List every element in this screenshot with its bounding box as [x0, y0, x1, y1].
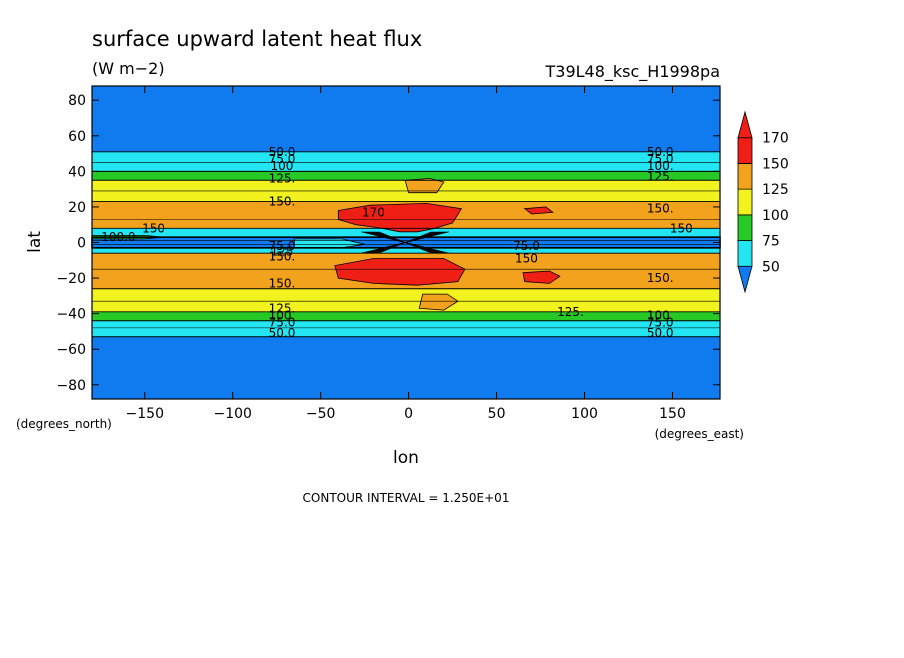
- y-tick-label: 0: [77, 236, 86, 252]
- contour-label: 50.0: [647, 145, 674, 159]
- y-units-label: (degrees_north): [16, 417, 112, 431]
- contour-label: 150: [670, 221, 693, 235]
- red-core-north: [337, 202, 463, 233]
- contour-label: 150.: [269, 195, 296, 209]
- colorbar-label: 50: [762, 259, 780, 275]
- contour-label: 125: [271, 244, 294, 258]
- colorbar-segment: [737, 188, 753, 216]
- chart-title: surface upward latent heat flux: [92, 27, 422, 51]
- contour-label: 75.0: [513, 239, 540, 253]
- colorbar-segment: [737, 265, 753, 294]
- y-tick-label: 80: [68, 93, 86, 109]
- contour-label: 125.: [269, 301, 296, 315]
- colorbar-segment: [737, 163, 753, 190]
- band-2: [92, 311, 720, 321]
- contour-label: 50.0: [269, 326, 296, 340]
- x-tick-label: 100: [571, 406, 598, 422]
- colorbar-label: 125: [762, 182, 789, 198]
- contour-interval: CONTOUR INTERVAL = 1.250E+01: [303, 491, 510, 505]
- colorbar-segment: [737, 110, 753, 139]
- x-tick-label: 0: [404, 406, 413, 422]
- contour-label: 125.: [647, 170, 674, 184]
- axis-ticks: −150 −100 −50 0 50 100 150 80 60 40 20 0 −20 −40 −60 −8…: [56, 86, 720, 422]
- y-tick-label: −20: [56, 271, 86, 287]
- contour-label: 75.0: [269, 316, 296, 330]
- contour-label: 75.0: [647, 152, 674, 166]
- cyan-wedge-west: [293, 238, 365, 249]
- contour-lines: [91, 151, 721, 338]
- contour-line: [378, 231, 432, 254]
- y-tick-label: −80: [56, 378, 86, 394]
- y-axis-label: lat: [25, 231, 45, 253]
- colorbar-label: 100: [762, 208, 789, 224]
- colorbar-segment: [737, 240, 753, 267]
- contour-label: 150: [515, 252, 538, 266]
- x-tick-label: −150: [126, 406, 164, 422]
- colorbar-label: 170: [762, 131, 789, 147]
- y-tick-label: −60: [56, 342, 86, 358]
- contour-label: 150.: [269, 250, 296, 264]
- contour-label: 75.0: [269, 239, 296, 253]
- contour-label: 125.: [269, 171, 296, 185]
- contour-label: 100.: [269, 308, 296, 322]
- colorbar-label: 150: [762, 156, 789, 172]
- contour-label: 170: [362, 205, 385, 219]
- x-axis-label: lon: [393, 448, 419, 468]
- colorbar-segment: [737, 137, 753, 164]
- red-spot-north-east: [523, 206, 554, 215]
- contour-labels: 50.075.0100125.150.170150100.075.0125150…: [101, 145, 693, 340]
- red-spot-south-east: [522, 270, 561, 284]
- x-units-label: (degrees_east): [655, 427, 744, 441]
- run-label: T39L48_ksc_H1998pa: [544, 62, 720, 82]
- contour-label: 125.: [557, 305, 584, 319]
- contour-label: 50.0: [269, 145, 296, 159]
- x-tick-label: 150: [659, 406, 686, 422]
- contour-label: 75.0: [647, 316, 674, 330]
- band-7: [92, 228, 720, 238]
- colorbar: 50 75 100 125 150 170: [737, 110, 789, 294]
- band-11: [92, 151, 720, 172]
- orange-blob-south: [418, 293, 459, 311]
- colorbar-segment: [737, 214, 753, 241]
- contour-label: 150.: [647, 271, 674, 285]
- contour-label: 150.: [647, 202, 674, 216]
- x-tick-label: −50: [306, 406, 336, 422]
- y-tick-label: −40: [56, 307, 86, 323]
- band-0: [92, 336, 720, 399]
- band-10: [92, 171, 720, 181]
- band-5: [92, 247, 720, 254]
- contour-label: 100.: [647, 308, 674, 322]
- red-core-south: [334, 258, 466, 286]
- chart-units: (W m−2): [92, 59, 165, 78]
- contour-label: 100: [271, 159, 294, 173]
- contour-label: 50.0: [647, 326, 674, 340]
- band-3: [92, 288, 720, 312]
- contour-label: 75.0: [269, 152, 296, 166]
- contour-label: 150.: [269, 276, 296, 290]
- x-tick-label: 50: [488, 406, 506, 422]
- y-tick-label: 60: [68, 129, 86, 145]
- y-tick-label: 40: [68, 164, 86, 180]
- contour-label: 150: [142, 221, 165, 235]
- x-tick-label: −100: [214, 406, 252, 422]
- colorbar-label: 75: [762, 234, 780, 250]
- band-12: [92, 86, 720, 152]
- y-tick-label: 20: [68, 200, 86, 216]
- contour-label: 100.0: [101, 230, 135, 244]
- contour-label: 100.: [647, 159, 674, 173]
- band-1: [92, 320, 720, 337]
